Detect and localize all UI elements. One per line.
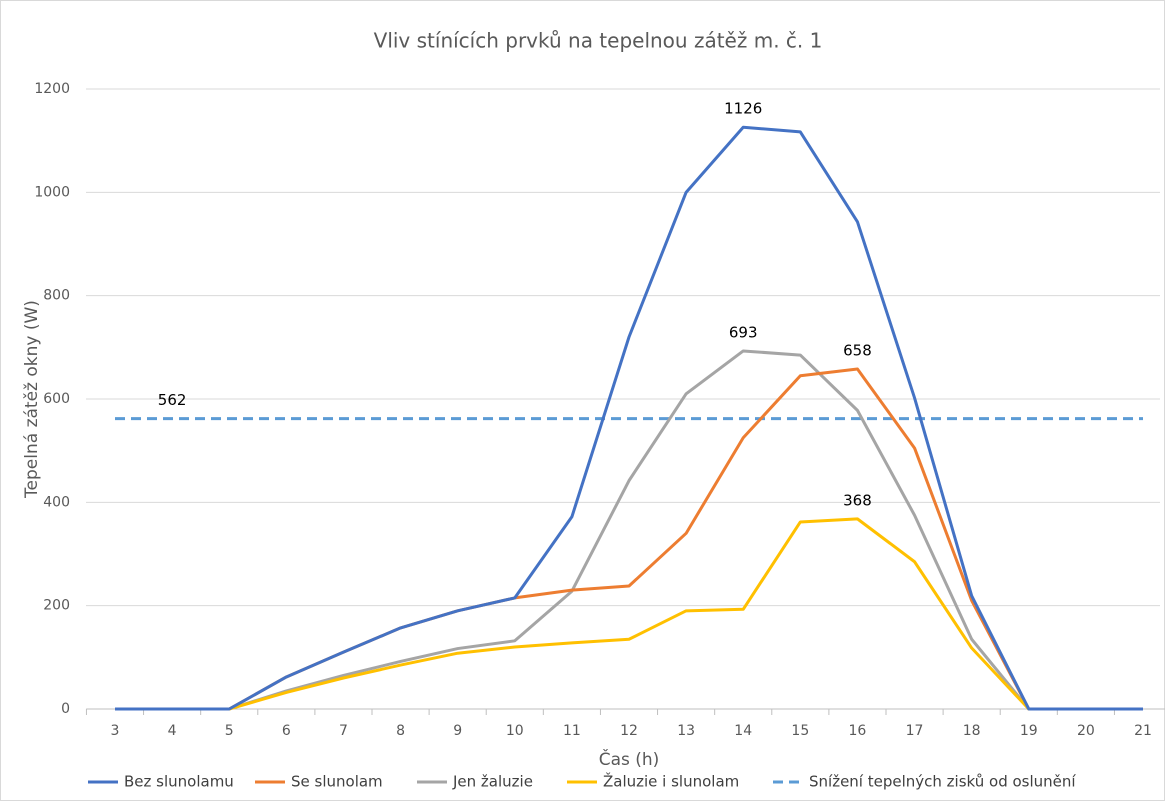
x-tick-label: 17 — [906, 723, 924, 739]
y-tick-label: 600 — [43, 391, 70, 407]
legend-label: Jen žaluzie — [452, 773, 533, 791]
y-tick-label: 1000 — [34, 184, 70, 200]
x-tick-label: 16 — [849, 723, 867, 739]
legend-label: Se slunolam — [291, 773, 383, 791]
y-tick-label: 800 — [43, 288, 70, 304]
x-tick-label: 11 — [563, 723, 581, 739]
legend-label: Snížení tepelných zisků od oslunění — [809, 773, 1076, 791]
legend-label: Žaluzie i slunolam — [603, 772, 739, 791]
x-tick-label: 10 — [506, 723, 524, 739]
data-label: 368 — [843, 491, 872, 509]
y-axis-title: Tepelná zátěž okny (W) — [22, 300, 42, 499]
y-tick-label: 400 — [43, 494, 70, 510]
x-tick-label: 7 — [339, 723, 348, 739]
x-tick-label: 12 — [620, 723, 638, 739]
x-tick-label: 4 — [168, 723, 177, 739]
x-tick-label: 20 — [1077, 723, 1095, 739]
x-tick-label: 14 — [734, 723, 752, 739]
data-label: 658 — [843, 342, 872, 360]
x-tick-label: 9 — [453, 723, 462, 739]
x-tick-label: 5 — [225, 723, 234, 739]
x-tick-label: 15 — [791, 723, 809, 739]
x-tick-label: 8 — [396, 723, 405, 739]
y-tick-label: 200 — [43, 598, 70, 614]
series-line — [115, 517, 1143, 711]
series-line — [115, 349, 1143, 711]
data-label: 693 — [729, 323, 758, 341]
data-label: 562 — [158, 391, 187, 409]
x-tick-label: 3 — [111, 723, 120, 739]
x-tick-label: 13 — [677, 723, 695, 739]
legend-label: Bez slunolamu — [124, 773, 234, 791]
y-tick-label: 0 — [61, 701, 70, 717]
x-tick-label: 6 — [282, 723, 291, 739]
x-tick-label: 19 — [1020, 723, 1038, 739]
y-tick-label: 1200 — [34, 81, 70, 97]
x-tick-label: 21 — [1134, 723, 1152, 739]
chart-title: Vliv stínících prvků na tepelnou zátěž m… — [374, 29, 823, 53]
x-axis-title: Čas (h) — [599, 748, 660, 770]
series-line — [115, 125, 1143, 711]
data-label: 1126 — [724, 100, 762, 118]
x-tick-label: 18 — [963, 723, 981, 739]
